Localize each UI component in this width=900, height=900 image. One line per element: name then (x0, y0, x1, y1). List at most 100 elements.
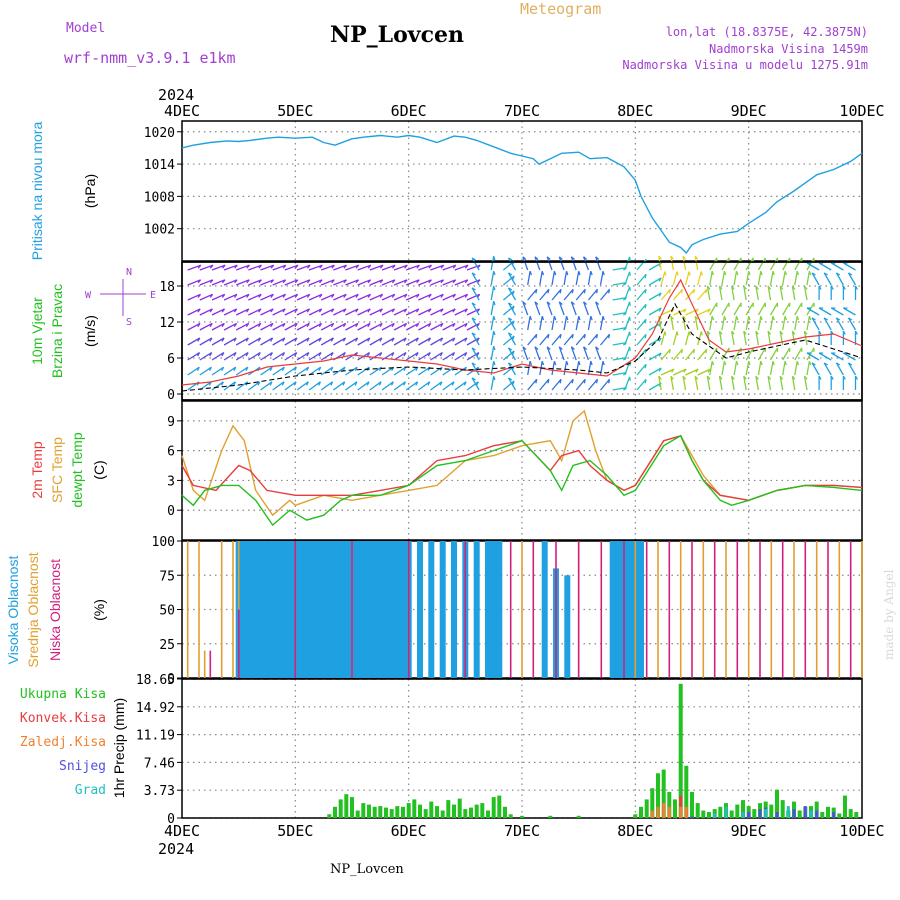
wind-arrow-head (318, 352, 322, 357)
wind-arrow (636, 378, 647, 391)
wind-arrow (333, 322, 347, 331)
wind-arrow (522, 346, 529, 361)
wind-arrow-head (270, 323, 274, 328)
wind-arrow-head (493, 361, 496, 366)
wind-arrow-head (848, 272, 853, 276)
wind-arrow (393, 352, 407, 361)
precip-legend-item: Snijeg (59, 759, 106, 774)
high-cloud-bar (269, 541, 276, 678)
wind-arrow (418, 308, 432, 316)
wind-arrow-head (706, 330, 711, 335)
wind-arrow-head (511, 320, 515, 325)
wind-arrow (575, 333, 586, 346)
wind-arrow-head (307, 264, 311, 269)
wind-arrow-head (451, 381, 455, 386)
wind-arrow-head (547, 379, 550, 384)
wind-arrow-head (294, 366, 297, 371)
wind-arrow (534, 301, 541, 316)
y-tick-label: 6 (167, 352, 175, 367)
wind-arrow-head (706, 285, 711, 290)
total-precip-bar (429, 801, 434, 818)
wind-arrow-head (595, 334, 599, 339)
wind-arrow (235, 381, 248, 391)
wind-arrow-head (791, 285, 796, 290)
wind-arrow-head (658, 307, 662, 312)
wind-arrow-head (772, 361, 775, 366)
wind-arrow (471, 332, 480, 346)
wind-arrow-head (343, 293, 347, 298)
x-tick-label-bottom: 4DEC (164, 822, 200, 840)
y-tick-label: 18.65 (136, 673, 175, 688)
wind-arrow (612, 266, 627, 271)
high-cloud-bar (609, 541, 616, 678)
wind-arrow-head (796, 360, 800, 366)
wind-arrow (357, 366, 370, 376)
wind-arrow (418, 337, 431, 346)
wind-arrow (636, 273, 647, 286)
total-precip-bar (576, 815, 581, 818)
wind-arrow (320, 279, 335, 286)
wind-arrow (709, 347, 718, 361)
wind-arrow-head (808, 360, 812, 366)
wind-arrow-head (670, 315, 674, 320)
wind-arrow (235, 322, 249, 331)
wind-arrow (296, 279, 311, 286)
wind-arrow-head (796, 270, 800, 276)
wind-arrow (755, 331, 760, 346)
wind-arrow-head (464, 337, 468, 342)
wind-arrow (721, 316, 726, 331)
wind-arrow (345, 366, 358, 376)
wind-arrow-head (705, 349, 708, 354)
wind-arrow-head (343, 308, 347, 313)
wind-arrow-head (534, 256, 539, 260)
wind-arrow (187, 293, 201, 301)
wind-arrow-head (221, 308, 226, 313)
wind-arrow-head (570, 256, 575, 260)
wind-arrow (587, 288, 598, 301)
wind-arrow-head (583, 256, 588, 260)
wind-arrow-head (779, 330, 784, 335)
wind-arrow-head (535, 334, 538, 339)
wind-arrow-head (848, 362, 853, 366)
wind-arrow (582, 346, 590, 361)
wind-arrow-head (658, 367, 662, 372)
wind-arrow-head (440, 293, 444, 298)
wind-arrow (745, 271, 750, 286)
wind-arrow (490, 286, 495, 301)
wind-arrow (648, 367, 662, 376)
wind-arrow (794, 257, 803, 271)
wind-arrow (806, 271, 811, 286)
wind-arrow (466, 308, 480, 316)
snow-bar (775, 812, 779, 818)
wind-arrow (612, 326, 627, 331)
wind-arrow (369, 264, 384, 271)
wind-arrow (612, 356, 627, 361)
total-precip-bar (826, 806, 830, 818)
wind-arrow (685, 348, 695, 361)
wind-arrow-head (209, 323, 213, 328)
wind-arrow-head (595, 301, 600, 305)
total-precip-bar (729, 810, 734, 818)
wind-arrow-head (355, 264, 360, 269)
wind-arrow-head (842, 285, 846, 290)
panel-frame (181, 400, 863, 541)
wind-arrow-head (471, 272, 476, 276)
wind-arrow (636, 318, 647, 331)
wind-arrow (806, 316, 811, 331)
wind-arrow (223, 279, 238, 286)
wind-arrow (418, 279, 432, 286)
wind-arrow (369, 293, 383, 301)
wind-arrow (587, 316, 592, 331)
dewpt-temp-line (181, 434, 863, 527)
wind-arrow (223, 337, 237, 346)
wind-arrow (345, 279, 359, 286)
high-cloud-bar (258, 541, 265, 678)
wind-arrow-head (330, 323, 335, 328)
hail-bar (809, 810, 813, 818)
wind-arrow (393, 322, 407, 331)
wind-arrow (211, 337, 225, 346)
snow-bar (792, 809, 796, 818)
wind-arrow-head (718, 285, 723, 290)
wind-arrow-head (452, 352, 456, 357)
total-precip-bar (548, 815, 553, 818)
